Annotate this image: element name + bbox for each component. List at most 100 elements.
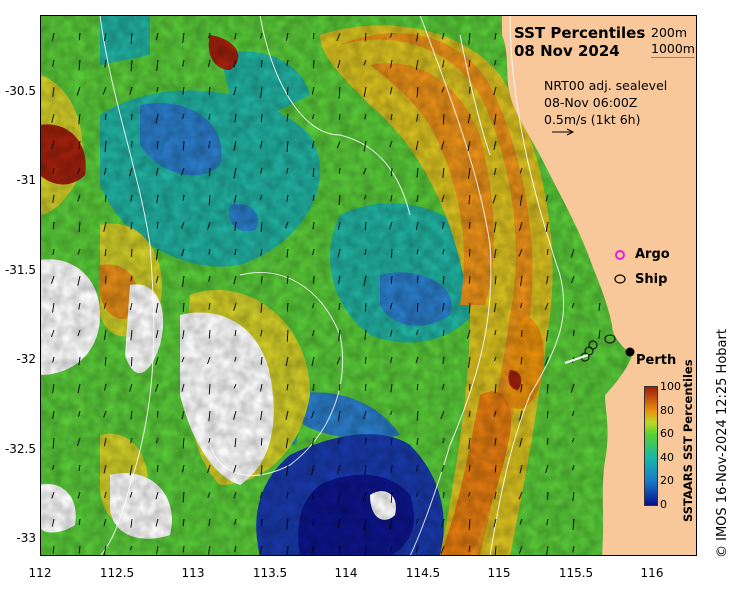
current-arrow xyxy=(182,275,185,287)
current-arrow xyxy=(364,113,367,120)
current-arrow xyxy=(363,140,367,152)
current-arrow xyxy=(417,275,419,283)
current-arrow xyxy=(78,410,81,417)
current-arrow xyxy=(286,113,289,122)
current-arrow xyxy=(78,545,81,554)
current-arrow xyxy=(78,518,81,525)
current-arrow xyxy=(441,464,445,472)
current-arrow xyxy=(546,410,549,419)
current-arrow xyxy=(155,302,159,313)
current-arrow xyxy=(311,356,315,366)
current-arrow xyxy=(338,329,341,342)
current-arrow xyxy=(493,518,497,528)
current-arrow xyxy=(286,491,289,499)
current-arrow xyxy=(442,302,445,312)
current-arrow xyxy=(468,221,471,229)
current-arrow xyxy=(76,86,81,96)
current-arrow xyxy=(260,383,263,392)
current-arrow xyxy=(390,59,393,69)
current-arrow xyxy=(546,491,549,500)
current-arrow xyxy=(338,113,341,120)
colorbar-title: SSTAARS SST Percentiles xyxy=(681,359,695,522)
current-arrow xyxy=(208,167,211,177)
city-label: Perth xyxy=(636,353,677,368)
current-arrow xyxy=(571,437,575,443)
current-arrow xyxy=(312,59,315,69)
current-arrow xyxy=(338,194,341,206)
current-arrow xyxy=(130,59,133,72)
current-arrow xyxy=(52,59,55,67)
current-arrow xyxy=(234,248,237,256)
bathymetry-contours xyxy=(99,15,565,556)
current-arrow xyxy=(544,302,549,311)
current-arrow xyxy=(389,32,393,38)
current-arrow xyxy=(234,194,237,204)
current-arrow xyxy=(440,140,445,150)
current-arrow xyxy=(311,437,315,446)
current-arrow xyxy=(389,221,393,230)
current-arrow xyxy=(337,140,341,149)
current-arrow xyxy=(130,248,133,257)
current-arrow xyxy=(337,59,341,68)
current-arrow xyxy=(364,194,367,200)
current-time: 08-Nov 06:00Z xyxy=(544,95,638,110)
current-arrow xyxy=(389,329,393,337)
current-arrow xyxy=(260,167,263,174)
current-arrow xyxy=(416,248,419,255)
current-arrow xyxy=(312,221,315,230)
current-arrow xyxy=(416,86,419,98)
current-arrow xyxy=(519,518,523,525)
current-arrow xyxy=(78,59,81,71)
current-arrow xyxy=(312,518,315,526)
current-arrow xyxy=(520,356,523,365)
current-arrow xyxy=(285,410,289,420)
current-arrow xyxy=(390,545,393,552)
current-arrow xyxy=(520,275,523,287)
contour-legend-200m: 200m xyxy=(651,25,688,40)
current-arrow xyxy=(338,383,341,391)
current-arrow xyxy=(77,383,81,394)
current-arrow xyxy=(312,248,315,256)
current-arrow xyxy=(338,545,341,556)
current-arrow xyxy=(468,545,471,552)
current-arrow xyxy=(78,464,81,472)
current-arrow xyxy=(390,194,393,202)
current-arrow xyxy=(207,356,211,365)
current-arrow xyxy=(155,356,159,366)
current-arrow xyxy=(129,383,133,392)
current-arrow xyxy=(519,410,523,421)
current-arrow xyxy=(233,167,237,179)
y-tick-label: -33 xyxy=(16,531,36,545)
current-arrow xyxy=(467,140,471,152)
current-arrow xyxy=(311,545,315,554)
current-arrow xyxy=(468,518,471,531)
current-arrow xyxy=(233,86,237,96)
current-arrow xyxy=(103,302,107,309)
current-arrow xyxy=(390,167,393,177)
current-arrow xyxy=(155,518,159,527)
current-arrow xyxy=(156,194,159,204)
current-arrow xyxy=(52,383,55,394)
current-arrow xyxy=(182,59,185,67)
current-arrow xyxy=(494,32,497,40)
current-arrow xyxy=(286,194,289,202)
current-arrow xyxy=(129,302,133,311)
current-arrow xyxy=(364,464,367,476)
current-arrow xyxy=(519,464,523,474)
current-arrow xyxy=(598,329,601,339)
current-arrow xyxy=(182,86,185,95)
current-arrow xyxy=(103,464,107,474)
current-arrow xyxy=(155,275,159,283)
current-arrow xyxy=(156,221,159,229)
current-arrow xyxy=(77,167,81,175)
current-arrow xyxy=(364,545,367,554)
current-arrow xyxy=(155,383,159,392)
perth-marker xyxy=(625,347,635,357)
current-arrow xyxy=(468,356,471,368)
current-arrow xyxy=(234,329,237,336)
current-arrow xyxy=(442,167,445,178)
current-arrow xyxy=(364,356,367,364)
current-arrow xyxy=(103,410,107,418)
current-arrow xyxy=(78,356,81,366)
y-tick-label: -32 xyxy=(16,352,36,366)
